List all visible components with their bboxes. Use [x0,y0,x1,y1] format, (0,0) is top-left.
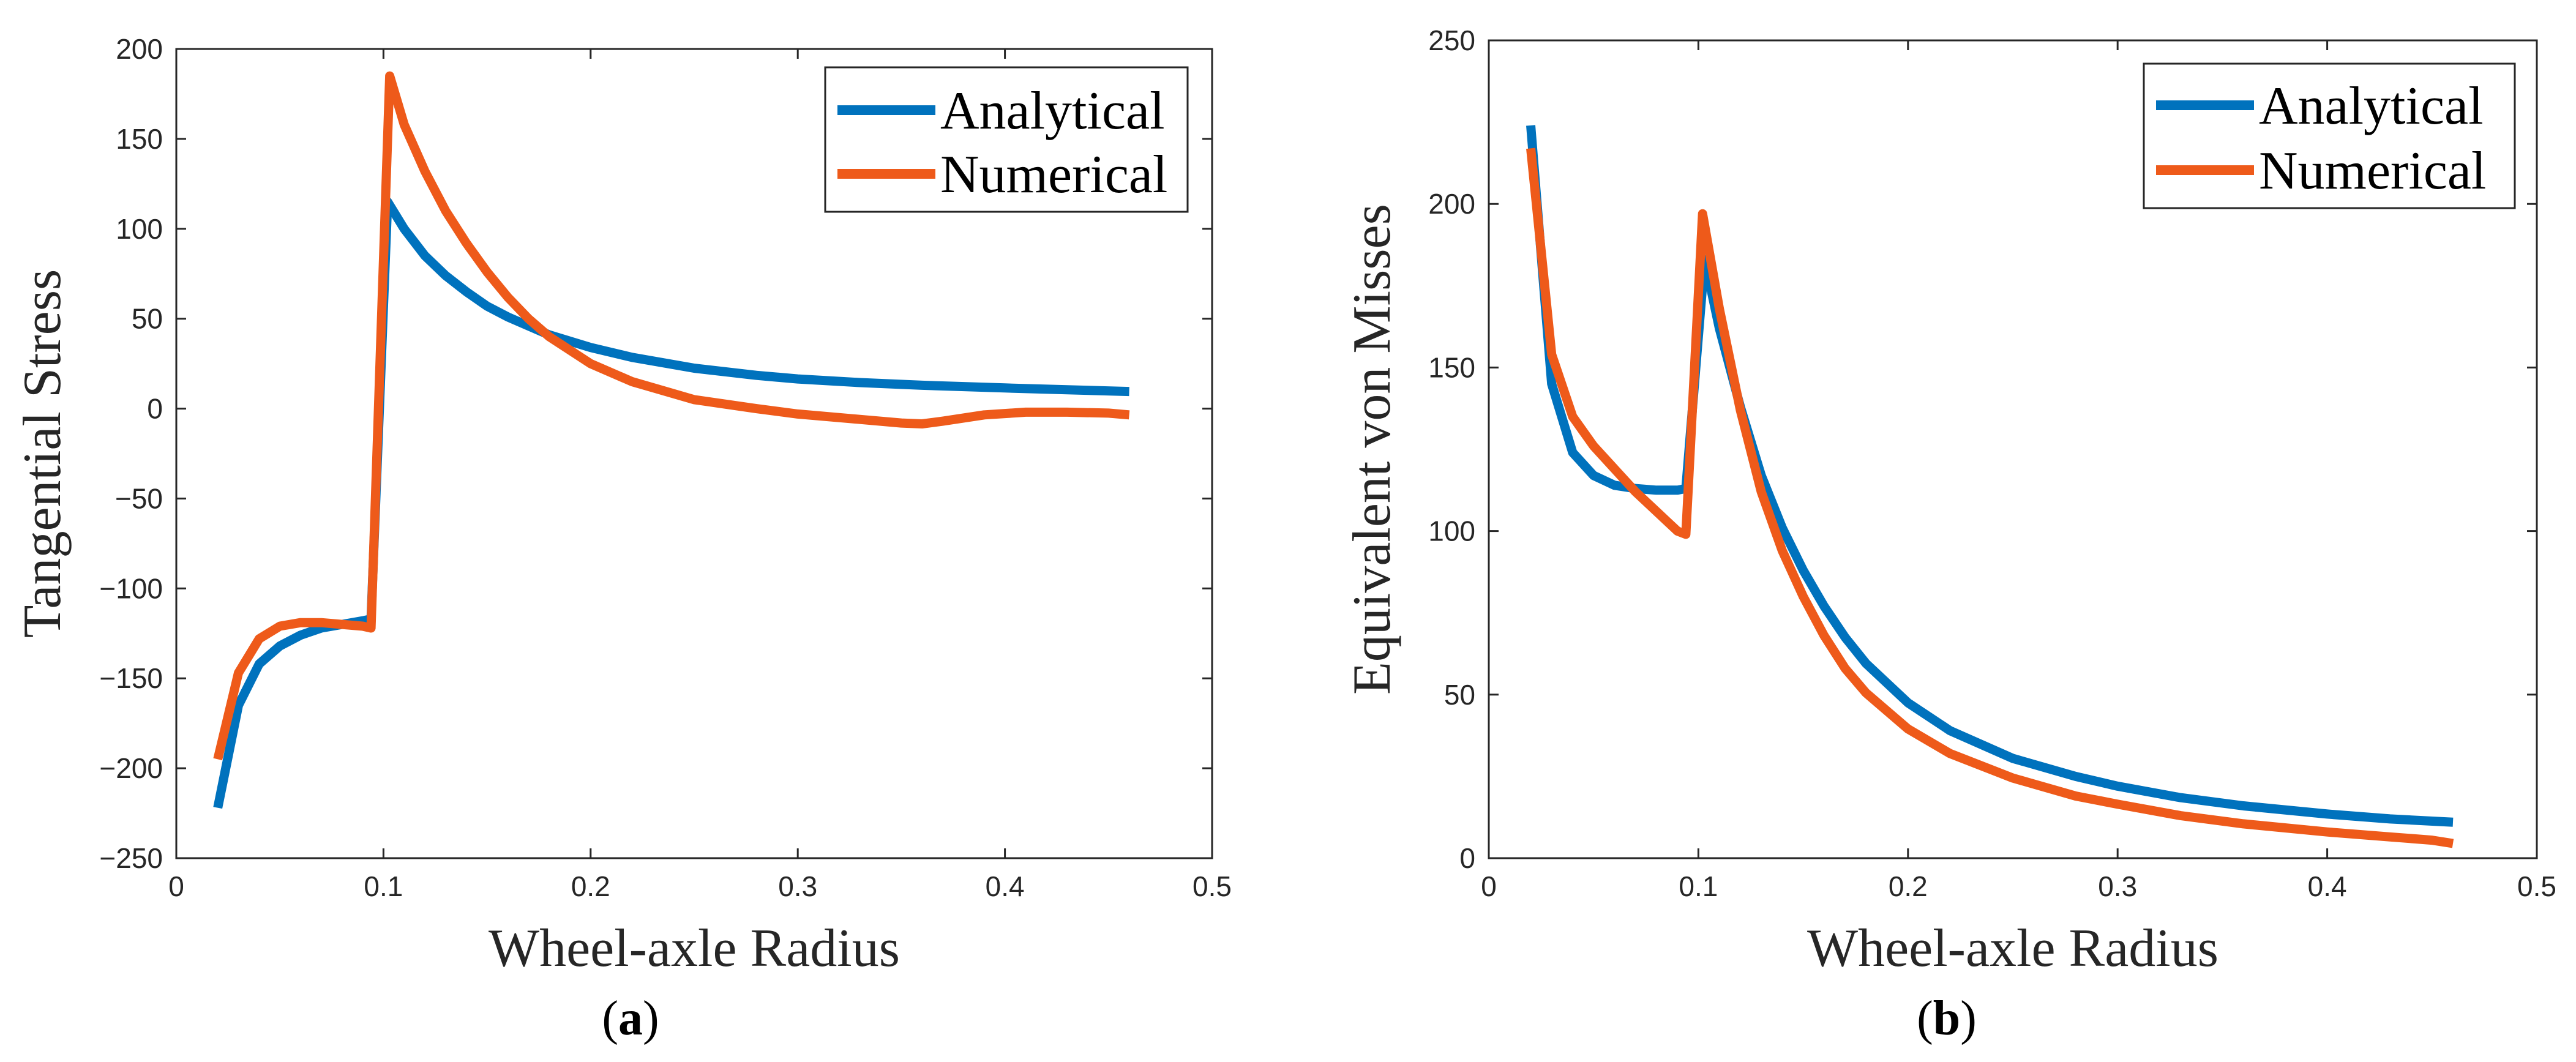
legend-b: Analytical Numerical [2143,62,2516,209]
panel-caption-letter-b: b [1933,992,1961,1045]
y-tick-label: 250 [1428,24,1475,56]
panel-caption-a: (a) [602,992,659,1045]
panel-caption-b: (b) [1917,992,1977,1045]
series-lines-a [213,71,1130,809]
legend-label-numerical-a: Numerical [940,145,1167,204]
x-axis-label-a: Wheel-axle Radius [489,919,900,978]
y-tick-label: −50 [115,482,163,514]
legend-box-a [824,66,1189,213]
y-tick-label: 0 [147,393,163,425]
legend-label-numerical-b: Numerical [2259,141,2486,201]
legend-box-b [2143,62,2516,209]
y-tick-label: −150 [99,662,163,694]
x-tick-label: 0 [1481,870,1497,902]
y-tick-label: 0 [1459,842,1475,874]
series-line-analytical [213,197,1129,809]
x-tick-label: 0.5 [1193,870,1232,902]
chart-panel-a: 0 0.1 0.2 0.3 0.4 0.5 −250 −200 −150 −100 −50 0 50 1… [13,33,1232,1045]
x-tick-label: 0.3 [778,870,817,902]
x-tick-label: 0 [168,870,184,902]
y-tick-labels-a: −250 −200 −150 −100 −50 0 50 100 150 200 [99,33,163,874]
y-tick-label: 150 [116,123,163,155]
x-tick-label: 0.4 [2308,870,2347,902]
series-line-numerical [1526,148,2454,848]
legend-a: Analytical Numerical [824,66,1189,213]
x-tick-label: 0.3 [2098,870,2137,902]
y-tick-label: −250 [99,842,163,874]
series-line-numerical [213,71,1130,761]
x-tick-label: 0.4 [986,870,1025,902]
legend-label-analytical-a: Analytical [940,81,1165,141]
y-tick-label: 50 [132,303,163,335]
y-tick-label: −100 [99,572,163,604]
x-tick-label: 0.1 [364,870,403,902]
x-tick-label: 0.1 [1679,870,1718,902]
x-tick-label: 0.2 [571,870,610,902]
legend-label-analytical-b: Analytical [2259,77,2484,136]
y-tick-label: 200 [116,33,163,65]
x-tick-label: 0.2 [1889,870,1928,902]
x-tick-labels-a: 0 0.1 0.2 0.3 0.4 0.5 [168,870,1232,902]
x-axis-label-b: Wheel-axle Radius [1807,919,2218,978]
y-axis-label-a: Tangential Stress [13,269,72,638]
y-tick-label: 200 [1428,188,1475,220]
panel-caption-letter-a: a [618,992,643,1045]
y-tick-label: 100 [116,213,163,245]
chart-panel-b: 0 0.1 0.2 0.3 0.4 0.5 0 50 100 150 200 250 Wheel-a… [1342,24,2556,1045]
x-tick-labels-b: 0 0.1 0.2 0.3 0.4 0.5 [1481,870,2556,902]
x-tick-label: 0.5 [2517,870,2556,902]
y-tick-label: 150 [1428,351,1475,383]
axes-box-a [175,48,1213,859]
y-tick-label: −200 [99,752,163,784]
y-tick-label: 100 [1428,515,1475,547]
y-tick-labels-b: 0 50 100 150 200 250 [1428,24,1475,874]
y-axis-label-b: Equivalent von Misses [1342,204,1402,695]
y-tick-label: 50 [1444,679,1475,711]
series-lines-b [1526,125,2454,848]
axes-box-b [1488,39,2538,859]
